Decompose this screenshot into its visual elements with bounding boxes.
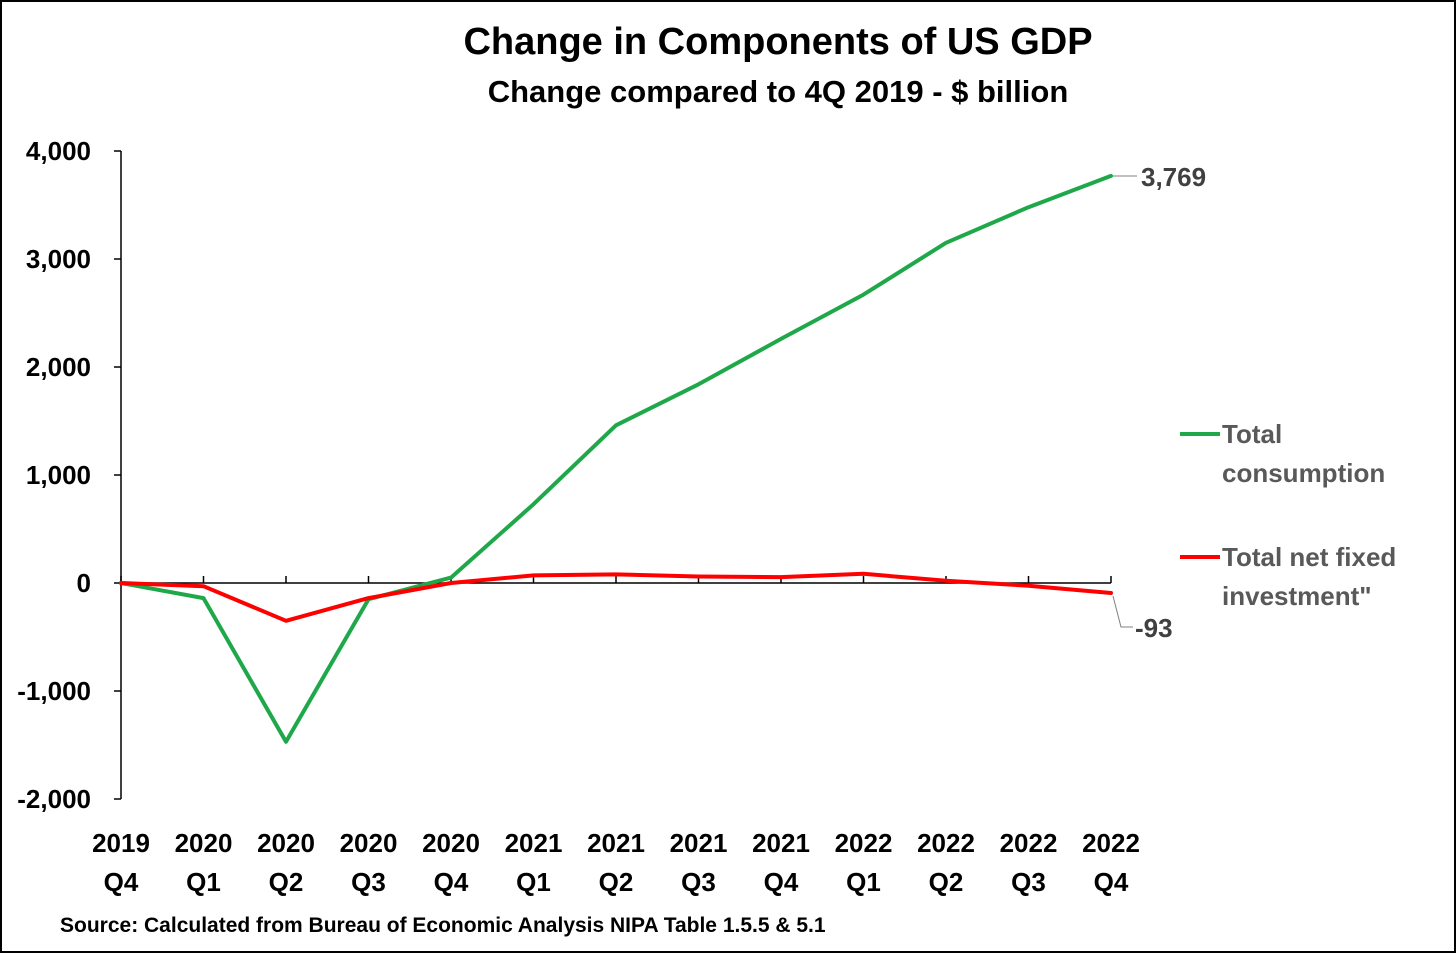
chart-title: Change in Components of US GDP xyxy=(463,21,1092,63)
end-label-leader xyxy=(1112,595,1133,628)
chart-subtitle: Change compared to 4Q 2019 - $ billion xyxy=(488,74,1069,109)
source-note: Source: Calculated from Bureau of Econom… xyxy=(60,914,826,937)
y-tick-label: 0 xyxy=(77,568,91,598)
y-tick-label: 2,000 xyxy=(26,352,91,382)
x-tick-label: 2022 Q2 xyxy=(917,828,975,897)
y-tick-label: 4,000 xyxy=(26,136,91,166)
x-tick-label: 2022 Q4 xyxy=(1082,828,1140,897)
x-axis-ticks: 2019 Q4 2020 Q1 2020 Q2 2020 Q3 2020 Q4 2021 Q1 2021… xyxy=(92,576,1140,897)
y-tick-label: 1,000 xyxy=(26,460,91,490)
x-tick-label: 2022 Q3 xyxy=(1000,828,1058,897)
axes xyxy=(120,151,1111,799)
x-tick-label: 2020 Q4 xyxy=(422,828,480,897)
end-label-total-net-fixed-investment: -93 xyxy=(1135,613,1173,643)
x-tick-label: 2022 Q1 xyxy=(835,828,893,897)
x-tick-label: 2020 Q1 xyxy=(175,828,233,897)
x-tick-label: 2020 Q3 xyxy=(340,828,398,897)
y-tick-label: 3,000 xyxy=(26,244,91,274)
series-lines xyxy=(119,173,1113,744)
x-tick-label: 2020 Q2 xyxy=(257,828,315,897)
y-tick-label: -2,000 xyxy=(17,784,91,814)
legend-label: Total consumption xyxy=(1222,419,1385,488)
x-tick-label: 2021 Q4 xyxy=(752,828,810,897)
legend-label: Total net fixed investment" xyxy=(1222,542,1396,611)
x-tick-label: 2021 Q3 xyxy=(670,828,728,897)
y-axis-ticks: -2,000 -1,000 0 1,000 2,000 3,000 4,000 xyxy=(17,136,121,814)
series-line-total-net-fixed-investment xyxy=(119,571,1113,623)
x-tick-label: 2021 Q2 xyxy=(587,828,645,897)
x-tick-label: 2021 Q1 xyxy=(505,828,563,897)
y-tick-label: -1,000 xyxy=(17,676,91,706)
legend: Total consumption Total net fixed investmen… xyxy=(1180,419,1396,611)
end-labels: 3,769 -93 xyxy=(1112,162,1206,643)
x-tick-label: 2019 Q4 xyxy=(92,828,150,897)
end-label-total-consumption: 3,769 xyxy=(1141,162,1206,192)
series-line-total-consumption xyxy=(119,173,1113,744)
